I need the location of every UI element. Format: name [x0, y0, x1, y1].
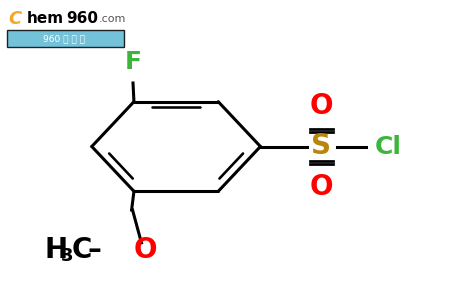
- Text: C: C: [72, 236, 92, 264]
- Text: S: S: [311, 132, 331, 161]
- Text: hem: hem: [27, 11, 64, 26]
- Text: Cl: Cl: [375, 134, 402, 159]
- Text: 3: 3: [60, 247, 73, 265]
- Text: F: F: [125, 50, 142, 74]
- FancyBboxPatch shape: [7, 30, 124, 47]
- Text: O: O: [310, 92, 333, 120]
- Text: 960: 960: [66, 11, 98, 26]
- Text: O: O: [134, 236, 157, 264]
- Text: C: C: [9, 10, 22, 28]
- Text: .com: .com: [99, 13, 126, 24]
- Text: H: H: [45, 236, 68, 264]
- Text: 960 化 工 网: 960 化 工 网: [43, 34, 85, 43]
- Text: O: O: [310, 173, 333, 201]
- Text: –: –: [87, 236, 101, 264]
